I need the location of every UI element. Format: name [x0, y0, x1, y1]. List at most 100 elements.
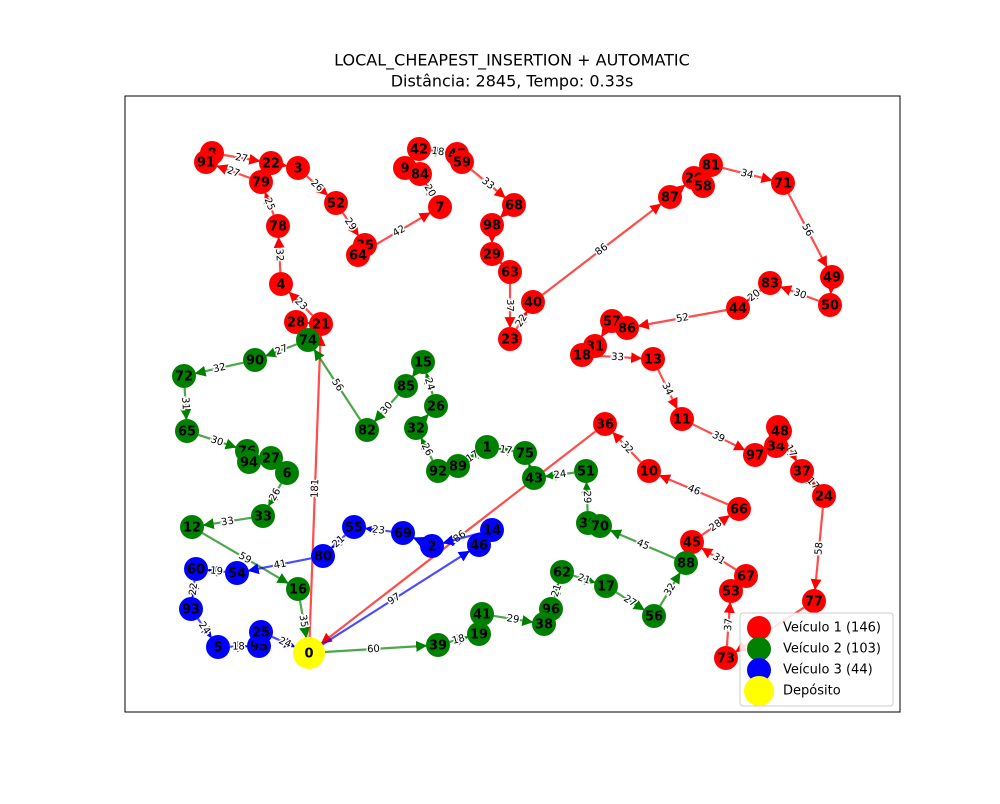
node-label: 37: [793, 465, 811, 480]
node-label: 56: [645, 610, 663, 625]
subtitle: Distância: 2845, Tempo: 0.33s: [391, 72, 634, 91]
node-label: 2: [427, 540, 436, 555]
edge-weight: 19: [210, 565, 224, 577]
node-label: 89: [449, 460, 467, 475]
node-label: 90: [246, 354, 264, 369]
node-label: 92: [429, 465, 447, 480]
node-label: 36: [596, 418, 614, 433]
node-label: 11: [673, 413, 691, 428]
node-label: 38: [535, 618, 553, 633]
node-label: 52: [327, 197, 345, 212]
node-label: 79: [252, 176, 270, 191]
edge-weight: 181: [310, 479, 322, 498]
legend-label: Veículo 3 (44): [783, 663, 873, 678]
title: LOCAL_CHEAPEST_INSERTION + AUTOMATIC: [334, 51, 690, 71]
route-edge: [283, 165, 286, 166]
node-label: 28: [287, 316, 305, 331]
node-label: 86: [618, 322, 636, 337]
node-label: 27: [262, 452, 280, 467]
node-label: 68: [505, 199, 523, 214]
node-label: 59: [453, 156, 471, 171]
node-label: 48: [771, 425, 789, 440]
node-label: 7: [435, 201, 444, 216]
node-label: 32: [407, 422, 425, 437]
edge-weight: 60: [367, 644, 380, 656]
node-label: 49: [823, 271, 841, 286]
node-label: 98: [483, 219, 501, 234]
legend-label: Depósito: [783, 684, 841, 699]
node-label: 87: [661, 191, 679, 206]
edge-weight: 32: [273, 248, 285, 261]
edge-weight: 33: [220, 516, 234, 529]
node-label: 53: [722, 585, 740, 600]
node-label: 77: [805, 595, 823, 610]
node-label: 58: [694, 180, 712, 195]
node-label: 41: [473, 608, 491, 623]
legend-marker: [747, 616, 771, 640]
node-label: 62: [553, 566, 571, 581]
node-label: 82: [358, 424, 376, 439]
node-label: 54: [228, 567, 246, 582]
edge-weight: 18: [431, 146, 445, 159]
edge-weight: 29: [506, 613, 520, 626]
node-label: 70: [591, 520, 609, 535]
legend-marker: [747, 637, 771, 661]
node-label: 64: [349, 249, 367, 264]
node-label: 74: [299, 334, 317, 349]
node-label: 4: [276, 278, 285, 293]
node-label: 51: [577, 465, 595, 480]
node-label: 46: [470, 539, 488, 554]
edge-weight: 27: [234, 152, 248, 165]
edge-weight: 52: [675, 312, 689, 325]
node-label: 22: [262, 157, 280, 172]
node-label: 1: [482, 441, 491, 456]
edge-weight: 18: [232, 641, 245, 652]
node-label: 39: [429, 639, 447, 654]
edge-weight: 33: [611, 352, 624, 364]
legend-label: Veículo 2 (103): [783, 642, 881, 657]
node-label: 75: [516, 447, 534, 462]
node-label: 84: [411, 168, 429, 183]
node-label: 19: [470, 628, 488, 643]
node-label: 69: [394, 527, 412, 542]
edge-weight: 58: [813, 542, 825, 556]
node-label: 81: [702, 159, 720, 174]
node-label: 50: [821, 299, 839, 314]
edge-weight: 31: [179, 397, 191, 410]
route-edge: [500, 262, 501, 263]
node-label: 63: [501, 266, 519, 281]
node-label: 43: [525, 472, 543, 487]
node-label: 80: [314, 550, 332, 565]
node-label: 29: [483, 248, 501, 263]
node-label: 23: [501, 333, 519, 348]
node-label: 93: [182, 603, 200, 618]
node-label: 60: [187, 563, 205, 578]
legend-label: Veículo 1 (146): [783, 621, 881, 636]
node-label: 66: [730, 503, 748, 518]
node-label: 72: [175, 370, 193, 385]
node-label: 85: [397, 380, 415, 395]
edge-weight: 37: [723, 618, 735, 632]
node-label: 71: [774, 177, 792, 192]
node-label: 42: [410, 143, 428, 158]
node-label: 0: [304, 647, 313, 662]
node-label: 25: [252, 626, 270, 641]
node-label: 5: [213, 641, 222, 656]
node-label: 55: [345, 521, 363, 536]
node-label: 18: [573, 349, 591, 364]
node-label: 83: [761, 277, 779, 292]
edge-weight: 29: [581, 490, 592, 503]
route-edge: [529, 464, 530, 466]
node-label: 6: [282, 467, 291, 482]
node-label: 73: [717, 652, 735, 667]
node-label: 17: [597, 580, 615, 595]
node-label: 3: [293, 162, 302, 177]
node-label: 16: [289, 583, 307, 598]
node-label: 97: [746, 449, 764, 464]
edge-weight: 24: [553, 469, 567, 482]
node-label: 26: [427, 400, 445, 415]
node-label: 67: [737, 570, 755, 585]
edge-weight: 35: [297, 614, 310, 628]
node-label: 78: [269, 220, 287, 235]
